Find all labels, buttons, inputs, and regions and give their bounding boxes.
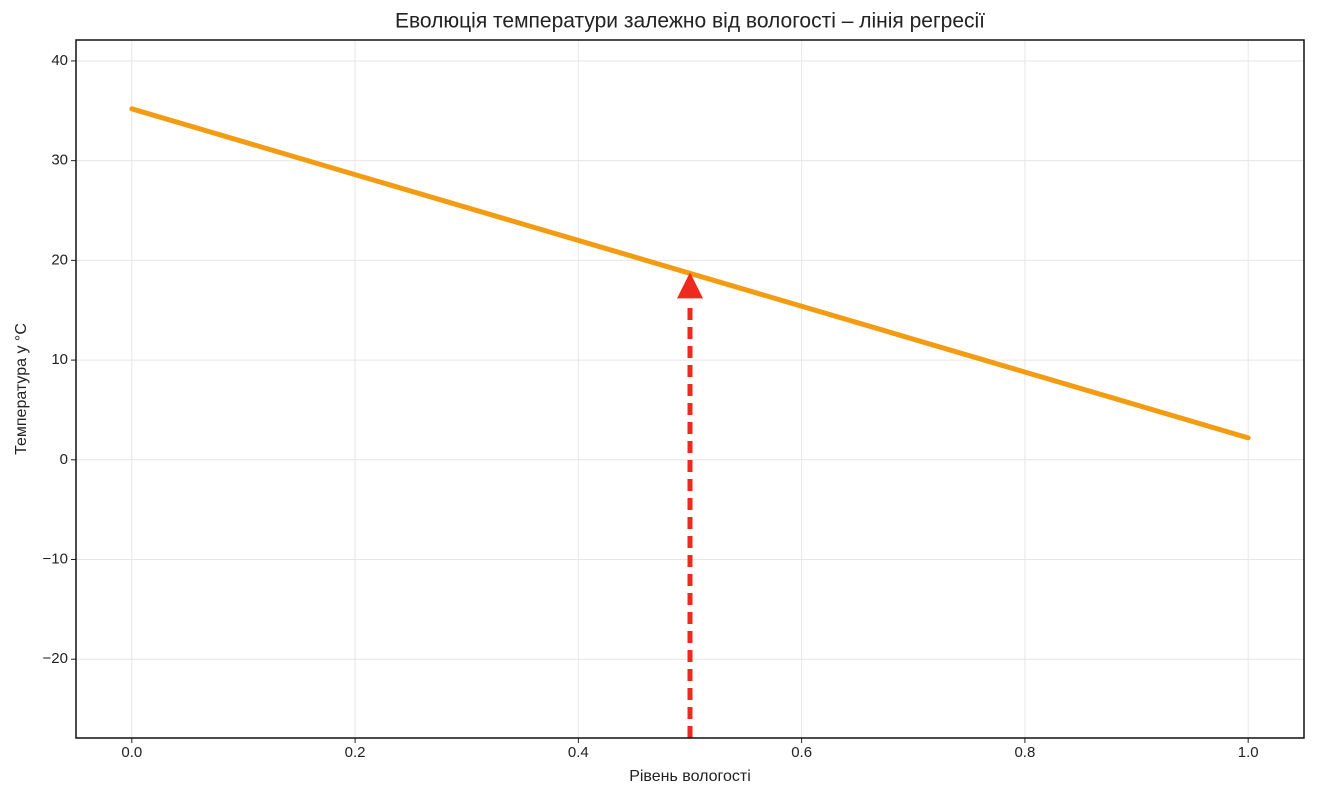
x-tick-label: 0.8 — [1014, 744, 1035, 761]
y-tick-label: −20 — [43, 650, 68, 667]
x-tick-label: 0.6 — [791, 744, 812, 761]
x-axis-label: Рівень вологості — [629, 768, 751, 785]
plot-frame — [75, 39, 1305, 739]
x-tick-label: 0.4 — [568, 744, 589, 761]
y-tick-label: −10 — [43, 550, 68, 567]
y-tick-label: 30 — [51, 152, 68, 169]
y-tick-label: 20 — [51, 251, 68, 268]
y-tick-label: 0 — [60, 451, 68, 468]
x-tick-label: 1.0 — [1238, 744, 1259, 761]
arrow-head — [677, 272, 703, 299]
x-tick-label: 0.2 — [345, 744, 366, 761]
chart-title: Еволюція температури залежно від вологос… — [395, 10, 985, 33]
y-tick-label: 40 — [51, 52, 68, 69]
x-tick-label: 0.0 — [121, 744, 142, 761]
y-axis-label: Температура у °C — [13, 323, 30, 455]
y-tick-label: 10 — [51, 351, 68, 368]
